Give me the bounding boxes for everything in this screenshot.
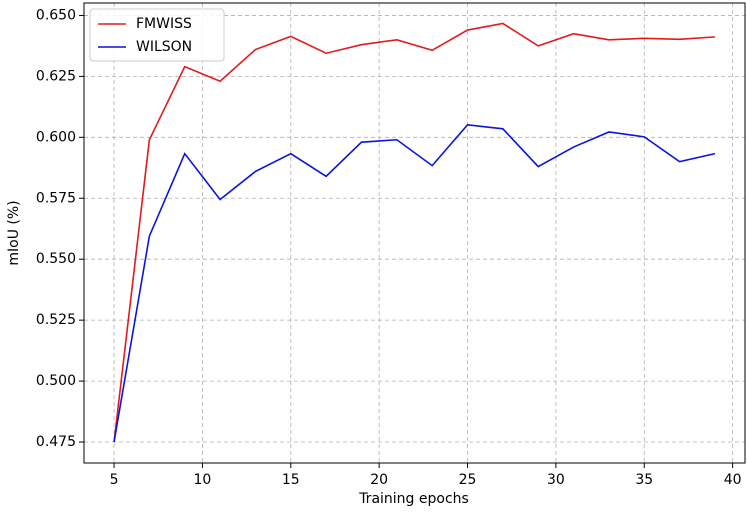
x-tick-label: 5 bbox=[110, 472, 119, 488]
y-tick-label: 0.625 bbox=[36, 68, 76, 84]
plot-frame bbox=[83, 2, 746, 464]
y-tick-label: 0.500 bbox=[36, 373, 76, 389]
x-tick-label: 15 bbox=[282, 472, 300, 488]
x-tick-label: 40 bbox=[724, 472, 742, 488]
series-line bbox=[113, 124, 716, 443]
y-tick-label: 0.550 bbox=[36, 251, 76, 267]
x-tick-label: 30 bbox=[547, 472, 565, 488]
y-tick-label: 0.650 bbox=[36, 7, 76, 23]
x-axis-label: Training epochs bbox=[358, 491, 469, 507]
legend-box bbox=[89, 8, 225, 62]
x-tick-label: 25 bbox=[459, 472, 477, 488]
legend-label: WILSON bbox=[136, 39, 192, 55]
x-tick-label: 20 bbox=[370, 472, 388, 488]
x-tick-label: 35 bbox=[635, 472, 653, 488]
y-tick-label: 0.475 bbox=[36, 434, 76, 450]
legend-label: FMWISS bbox=[136, 16, 192, 32]
y-tick-label: 0.600 bbox=[36, 129, 76, 145]
y-tick-label: 0.575 bbox=[36, 190, 76, 206]
series-line bbox=[113, 22, 716, 443]
y-axis-label: mIoU (%) bbox=[6, 200, 22, 265]
y-tick-label: 0.525 bbox=[36, 312, 76, 328]
x-tick-label: 10 bbox=[194, 472, 212, 488]
